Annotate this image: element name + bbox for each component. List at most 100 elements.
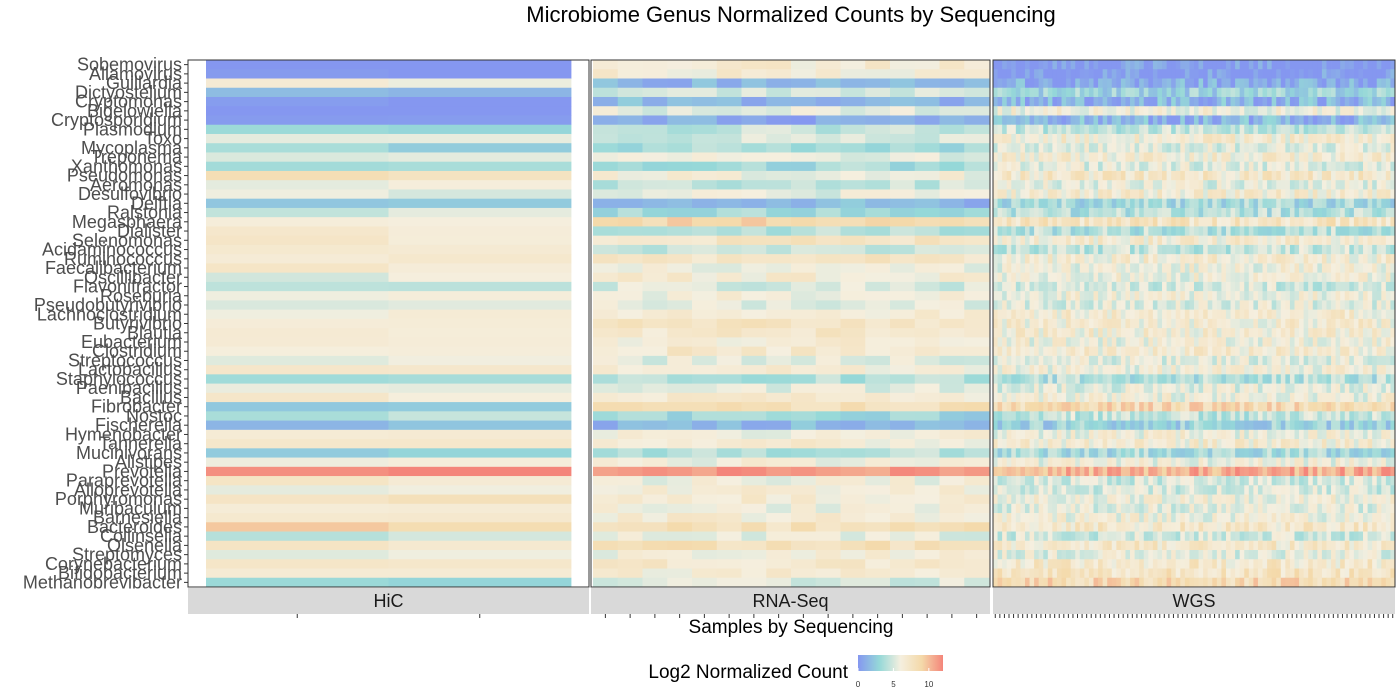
- heatmap-cell: [617, 143, 643, 153]
- heatmap-cell: [1349, 457, 1355, 468]
- heatmap-cell: [1289, 318, 1295, 329]
- heatmap-cell: [964, 466, 990, 477]
- heatmap-cell: [1075, 244, 1081, 255]
- heatmap-cell: [1385, 457, 1391, 468]
- heatmap-cell: [1166, 244, 1172, 255]
- heatmap-cell: [1280, 346, 1286, 357]
- heatmap-cell: [1194, 244, 1199, 255]
- heatmap-cell: [1088, 217, 1094, 227]
- heatmap-cell: [1299, 337, 1305, 348]
- heatmap-cell: [1367, 60, 1373, 70]
- heatmap-cell: [1184, 328, 1190, 338]
- heatmap-cell: [1111, 411, 1117, 421]
- heatmap-cell: [1372, 457, 1378, 468]
- heatmap-cell: [1120, 411, 1126, 421]
- heatmap-cell: [1061, 355, 1067, 366]
- heatmap-cell: [1239, 161, 1245, 172]
- heatmap-cell: [1390, 420, 1396, 431]
- heatmap-cell: [815, 559, 841, 569]
- heatmap-cell: [914, 170, 940, 181]
- heatmap-cell: [667, 328, 693, 338]
- heatmap-cell: [1056, 152, 1062, 163]
- heatmap-cell: [1271, 374, 1277, 384]
- heatmap-cell: [1294, 466, 1300, 477]
- heatmap-cell: [1189, 115, 1195, 126]
- heatmap-cell: [1367, 365, 1373, 375]
- heatmap-cell: [1002, 392, 1008, 403]
- heatmap-cell: [642, 531, 668, 542]
- heatmap-cell: [716, 272, 742, 283]
- heatmap-cell: [642, 244, 668, 255]
- heatmap-cell: [1262, 152, 1268, 163]
- heatmap-cell: [1207, 318, 1213, 329]
- heatmap-cell: [1002, 466, 1008, 477]
- heatmap-cell: [1276, 365, 1282, 375]
- heatmap-cell: [1093, 457, 1099, 468]
- heatmap-cell: [1152, 106, 1158, 116]
- heatmap-cell: [1075, 226, 1081, 237]
- heatmap-cell: [914, 402, 940, 412]
- heatmap-cell: [1367, 207, 1373, 218]
- heatmap-cell: [1175, 254, 1181, 264]
- heatmap-cell: [1029, 300, 1035, 311]
- heatmap-cell: [791, 392, 817, 403]
- heatmap-cell: [1171, 392, 1177, 403]
- heatmap-cell: [1248, 189, 1254, 200]
- heatmap-cell: [997, 161, 1003, 172]
- heatmap-cell: [1349, 355, 1355, 366]
- heatmap-cell: [1020, 420, 1026, 431]
- heatmap-cell: [617, 189, 643, 200]
- heatmap-cell: [1070, 420, 1076, 431]
- heatmap-cell: [1235, 143, 1241, 153]
- heatmap-cell: [1002, 476, 1008, 486]
- heatmap-cell: [964, 429, 990, 440]
- heatmap-cell: [1052, 124, 1058, 135]
- heatmap-cell: [1029, 170, 1035, 181]
- heatmap-cell: [964, 448, 990, 458]
- heatmap-cell: [1235, 78, 1241, 89]
- heatmap-cell: [1207, 189, 1213, 200]
- heatmap-cell: [1248, 448, 1254, 458]
- heatmap-cell: [1002, 96, 1008, 107]
- heatmap-cell: [1344, 180, 1350, 190]
- heatmap-cell: [1335, 272, 1341, 283]
- heatmap-cell: [1056, 420, 1062, 431]
- heatmap-cell: [1349, 189, 1355, 200]
- heatmap-cell: [1111, 254, 1117, 264]
- heatmap-cell: [1198, 198, 1204, 209]
- heatmap-cell: [206, 337, 389, 348]
- heatmap-cell: [1303, 87, 1309, 98]
- heatmap-cell: [1143, 69, 1149, 79]
- heatmap-cell: [1093, 411, 1099, 421]
- heatmap-cell: [1034, 420, 1040, 431]
- heatmap-cell: [1235, 457, 1241, 468]
- heatmap-cell: [1061, 420, 1067, 431]
- heatmap-cell: [1075, 429, 1081, 440]
- heatmap-cell: [1280, 309, 1286, 320]
- heatmap-cell: [890, 235, 916, 246]
- heatmap-cell: [692, 235, 718, 246]
- heatmap-cell: [1111, 337, 1117, 348]
- heatmap-cell: [1230, 374, 1236, 384]
- heatmap-cell: [1148, 448, 1154, 458]
- heatmap-cell: [1130, 383, 1136, 394]
- heatmap-cell: [1043, 217, 1049, 227]
- heatmap-cell: [791, 383, 817, 394]
- heatmap-cell: [1166, 328, 1172, 338]
- heatmap-cell: [1066, 124, 1072, 135]
- heatmap-cell: [667, 87, 693, 98]
- heatmap-cell: [1230, 244, 1236, 255]
- heatmap-cell: [993, 392, 998, 403]
- heatmap-cell: [1221, 235, 1227, 246]
- heatmap-cell: [593, 531, 619, 542]
- heatmap-cell: [1349, 402, 1355, 412]
- heatmap-cell: [1024, 78, 1030, 89]
- heatmap-cell: [1130, 254, 1136, 264]
- heatmap-cell: [1198, 78, 1204, 89]
- heatmap-cell: [1353, 383, 1359, 394]
- heatmap-cell: [1024, 448, 1030, 458]
- heatmap-cell: [1335, 106, 1341, 116]
- heatmap-cell: [1276, 448, 1282, 458]
- heatmap-cell: [1088, 87, 1094, 98]
- heatmap-cell: [692, 392, 718, 403]
